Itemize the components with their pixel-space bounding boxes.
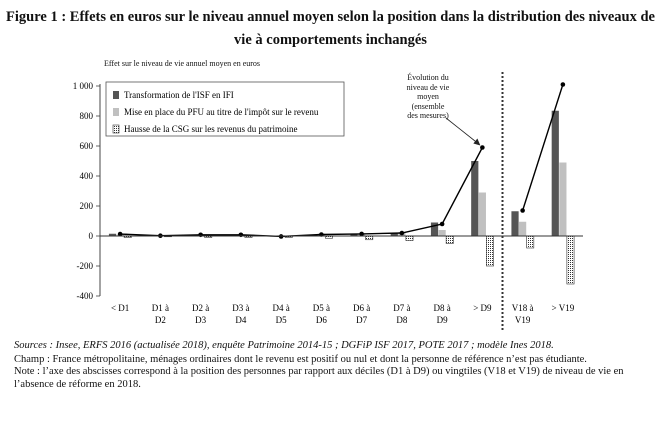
figure-notes: Sources : Insee, ERFS 2016 (actualisée 2… — [14, 340, 644, 391]
bar-csg — [405, 235, 414, 241]
annotation-line: (ensemble — [411, 101, 445, 111]
bar-pfu — [478, 192, 486, 236]
champ-note: Champ : France métropolitaine, ménages o… — [14, 353, 587, 365]
y-tick-label: 800 — [80, 111, 94, 121]
bar-csg — [566, 235, 575, 285]
annotation-arrowhead — [473, 138, 481, 146]
bar-pfu — [559, 162, 567, 236]
annotation-arrow — [445, 117, 480, 145]
total-line-point — [117, 231, 123, 237]
y-axis-label: Effet sur le niveau de vie annuel moyen … — [104, 59, 261, 68]
x-tick-label: D9 — [437, 315, 448, 325]
bar-isf — [511, 211, 519, 236]
x-tick-label: D6 — [316, 315, 327, 325]
bar-csg — [365, 235, 374, 241]
total-line-point — [520, 208, 525, 213]
bars — [108, 110, 575, 285]
x-tick-label: D7 — [356, 315, 367, 325]
figure-title: Figure 1 : Effets en euros sur le niveau… — [6, 9, 655, 48]
y-axis-ticks: -400 -200 0 200 400 600 800 1 000 — [73, 81, 100, 301]
axes: < D1 D1 à D2 D2 à D3 D3 à D4 D4 à D5 D5 à D6 D6 à D7… — [99, 72, 583, 330]
total-line-point — [439, 221, 445, 227]
bar-isf — [108, 233, 117, 236]
x-tick-label: D5 — [276, 315, 287, 325]
annotation-line: niveau de vie — [406, 82, 450, 92]
y-tick-label: 200 — [80, 201, 94, 211]
x-tick-label: < D1 — [111, 303, 129, 313]
legend-swatch — [113, 91, 119, 99]
annotation-line: moyen — [417, 92, 439, 101]
x-tick-label: D3 — [195, 315, 206, 325]
bar-isf — [350, 234, 358, 236]
bar-isf — [471, 161, 479, 236]
x-tick-label: D1 à — [152, 303, 169, 313]
x-tick-label: V18 à — [512, 303, 534, 313]
x-tick-label: D2 — [155, 315, 166, 325]
y-tick-label: -400 — [77, 291, 94, 301]
y-tick-label: 0 — [89, 231, 94, 241]
bar-csg — [445, 235, 454, 244]
bar-pfu — [519, 221, 527, 236]
x-tick-label: D8 à — [434, 303, 451, 313]
y-tick-label: 400 — [80, 171, 94, 181]
x-tick-label: D8 — [396, 315, 407, 325]
legend-box — [105, 81, 345, 137]
legend-label: Transformation de l'ISF en IFI — [124, 90, 234, 100]
x-tick-label: > V19 — [552, 303, 575, 313]
axis-note: Note : l’axe des abscisses correspond à … — [14, 366, 624, 390]
legend-swatch — [113, 108, 119, 116]
bar-isf — [390, 233, 398, 236]
legend-label: Mise en place du PFU au titre de l'impôt… — [124, 107, 319, 117]
x-tick-label: D3 à — [232, 303, 249, 313]
total-line-point — [399, 230, 405, 236]
total-line-point — [480, 145, 485, 150]
y-tick-label: 1 000 — [73, 81, 94, 91]
annotation-line: Évolution du — [407, 73, 449, 82]
x-tick-label: > D9 — [473, 303, 492, 313]
annotation-line: des mesures) — [407, 111, 449, 120]
y-tick-label: -200 — [77, 261, 94, 271]
x-tick-label: D5 à — [313, 303, 330, 313]
legend: Transformation de l'ISF en IFI Mise en pl… — [105, 81, 345, 137]
y-tick-label: 600 — [80, 141, 94, 151]
total-line-annotation: Évolution du niveau de vie moyen (ensemb… — [388, 73, 468, 121]
total-line-segment — [521, 84, 564, 211]
x-tick-label: D4 à — [273, 303, 290, 313]
x-tick-label: D6 à — [353, 303, 370, 313]
bar-csg — [526, 235, 535, 249]
x-tick-label: D4 — [235, 315, 246, 325]
legend-swatch — [112, 124, 120, 134]
x-tick-label: D7 à — [393, 303, 410, 313]
bar-csg — [486, 235, 494, 267]
x-tick-label: V19 — [515, 315, 531, 325]
annotation — [445, 117, 481, 146]
bar-pfu — [438, 230, 446, 236]
bar-chart: -400 -200 0 200 400 600 800 1 000 < D1 D1 à D2 D2 … — [73, 72, 583, 330]
legend-label: Hausse de la CSG sur les revenus du patr… — [124, 124, 297, 134]
total-line-point — [560, 82, 566, 87]
total-line-segment — [120, 147, 483, 238]
bar-isf — [430, 222, 439, 236]
sources-note: Sources : Insee, ERFS 2016 (actualisée 2… — [14, 340, 554, 351]
total-line-point — [359, 231, 364, 237]
bar-isf — [551, 110, 559, 236]
x-tick-label: D2 à — [192, 303, 209, 313]
